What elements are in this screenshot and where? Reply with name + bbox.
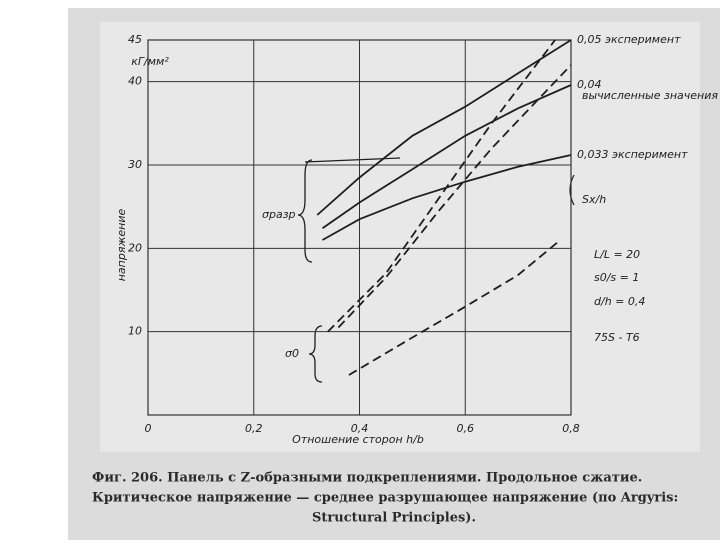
x-tick-label: 0,2 — [245, 422, 263, 435]
annotation: 75S - T6 — [594, 331, 640, 344]
series-label: 0,033 эксперимент — [577, 148, 688, 161]
series-label: 0,04 — [577, 78, 602, 91]
annotation: Sx/h — [582, 193, 606, 206]
y-tick-label: 40 — [128, 75, 142, 88]
series-line — [321, 84, 572, 230]
series-line — [348, 239, 561, 376]
annotation: σразр — [262, 208, 296, 221]
bracket — [569, 174, 575, 206]
y-tick-label: 20 — [128, 241, 142, 254]
series-line — [322, 154, 572, 241]
x-tick-label: 0 — [145, 422, 152, 435]
y-axis-label: напряжение — [115, 209, 128, 282]
caption-line: Фиг. 206. Панель с Z-образными подкрепле… — [92, 471, 642, 486]
series-line — [316, 39, 572, 216]
annotation: вычисленные значения — [582, 89, 718, 102]
caption-line: Критическое напряжение — среднее разруша… — [92, 491, 678, 506]
annotation: L/L = 20 — [594, 248, 640, 261]
annotation: s0/s = 1 — [594, 271, 639, 284]
series-label: 0,05 эксперимент — [577, 33, 681, 46]
chart-paper — [100, 22, 700, 452]
caption-line: Structural Principles). — [312, 511, 476, 526]
x-tick-label: 0,6 — [457, 422, 475, 435]
annotation: d/h = 0,4 — [594, 295, 645, 308]
x-tick-label: 0,8 — [562, 422, 580, 435]
y-tick-label: 45 — [128, 33, 142, 46]
y-unit: кГ/мм² — [131, 55, 169, 68]
x-axis-label: Отношение сторон h/b — [292, 433, 424, 446]
brace — [297, 159, 313, 263]
series-line — [327, 39, 556, 333]
y-tick-label: 30 — [128, 158, 142, 171]
series-line — [337, 64, 572, 329]
y-tick-label: 10 — [128, 325, 142, 338]
x-tick-label: 0,4 — [351, 422, 369, 435]
annotation: σ0 — [285, 347, 299, 360]
